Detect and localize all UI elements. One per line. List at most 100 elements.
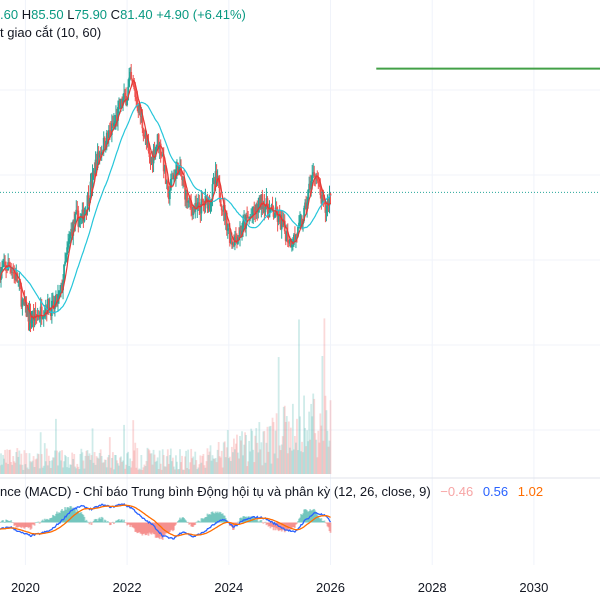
- volume-bar: [162, 455, 165, 474]
- volume-bar: [301, 441, 303, 474]
- volume-bar: [258, 422, 261, 474]
- macd-histogram-bar: [269, 522, 272, 529]
- candle-body: [136, 99, 139, 108]
- macd-line: [0, 502, 332, 540]
- macd-histogram-bar: [111, 521, 114, 523]
- macd-histogram-bar: [256, 518, 259, 523]
- macd-histogram-bar: [17, 522, 20, 528]
- volume-bar: [119, 457, 121, 474]
- macd-histogram-bar: [47, 519, 50, 523]
- candle-body: [220, 206, 223, 211]
- volume-bar: [18, 450, 21, 474]
- volume-bar: [5, 462, 8, 474]
- volume-bar: [238, 458, 240, 474]
- volume-bar: [328, 440, 331, 474]
- volume-bar: [108, 437, 111, 474]
- volume-bar: [61, 450, 63, 474]
- time-axis[interactable]: 2020 2022 2024 2026 2028 2030: [11, 580, 548, 595]
- candle-body: [10, 267, 13, 273]
- candle-body: [107, 130, 110, 138]
- volume-bar: [228, 456, 231, 474]
- macd-histogram-bar: [239, 518, 241, 523]
- candle-body: [64, 261, 66, 265]
- macd-histogram-bar: [298, 518, 300, 523]
- candle-body: [80, 217, 83, 219]
- macd-histogram-bar: [168, 522, 171, 532]
- volume-bar: [263, 430, 266, 474]
- ma-cross-legend[interactable]: t giao cắt (10, 60): [0, 25, 102, 40]
- candle-body: [135, 97, 138, 100]
- candle-body: [100, 151, 103, 156]
- candle-body: [225, 212, 228, 231]
- volume-bar: [21, 464, 24, 474]
- candle-body: [68, 238, 71, 244]
- candle-body: [166, 181, 169, 191]
- macd-histogram-bar: [68, 508, 71, 523]
- volume-bar: [67, 457, 70, 474]
- candle-body: [62, 281, 64, 291]
- volume-bar: [16, 448, 19, 474]
- candle-body: [134, 88, 137, 98]
- volume-bar: [45, 448, 48, 474]
- macd-histogram-bar: [37, 521, 40, 523]
- macd-histogram-bar: [175, 522, 177, 525]
- volume-bar: [127, 451, 130, 474]
- candle-body: [289, 239, 292, 248]
- volume-bar: [299, 416, 301, 474]
- close-value: 81.40: [120, 7, 153, 22]
- candle-body: [310, 180, 313, 190]
- macd-histogram-bar: [161, 522, 164, 540]
- volume-bar: [243, 444, 245, 474]
- volume-bar: [312, 393, 315, 474]
- volume-bar: [275, 413, 278, 474]
- volume-bar: [262, 431, 265, 474]
- macd-histogram-bar: [172, 522, 175, 531]
- volume-bar: [311, 416, 314, 474]
- macd-histogram-bar: [241, 518, 243, 523]
- volume-bar: [197, 467, 200, 474]
- macd-histogram-bar: [49, 518, 52, 523]
- macd-histogram-bar: [117, 519, 119, 523]
- macd-legend[interactable]: nce (MACD) - Chỉ báo Trung bình Động hội…: [0, 484, 543, 499]
- volume-bar: [323, 318, 326, 474]
- macd-histogram-bar: [169, 522, 172, 531]
- candle-body: [151, 156, 154, 164]
- macd-histogram-bar: [320, 518, 323, 523]
- candle-body: [59, 290, 61, 292]
- volume-bar: [149, 453, 152, 474]
- volume-bar: [225, 447, 228, 474]
- volume-bar: [109, 467, 112, 474]
- macd-histogram-bar: [129, 522, 132, 528]
- macd-histogram-bar: [195, 521, 198, 523]
- volume-bar: [133, 450, 136, 474]
- volume-bar: [28, 453, 31, 474]
- candle-body: [41, 317, 44, 319]
- macd-histogram-bar: [325, 522, 328, 524]
- candle-body: [212, 180, 215, 185]
- macd-histogram-bar: [145, 522, 148, 536]
- volume-bar: [14, 462, 17, 474]
- volume-bar: [213, 458, 216, 474]
- macd-histogram-bar: [118, 519, 120, 523]
- candle-body: [258, 197, 261, 205]
- volume-bar: [245, 434, 248, 474]
- volume-bar: [6, 449, 9, 474]
- candle-body: [99, 153, 102, 156]
- candle-body: [155, 144, 158, 148]
- volume-bar: [102, 462, 105, 474]
- macd-histogram-bar: [214, 511, 217, 523]
- volume-bar: [265, 442, 268, 474]
- volume-bar: [90, 455, 93, 474]
- candle-body: [277, 214, 280, 222]
- volume-bar: [22, 469, 25, 474]
- candle-body: [89, 181, 92, 200]
- volume-bar: [85, 450, 88, 474]
- macd-value: 0.56: [482, 484, 509, 499]
- macd-histogram-bar: [164, 522, 167, 534]
- macd-histogram-bar: [257, 521, 260, 523]
- candle-body: [161, 154, 164, 157]
- macd-histogram-bar: [254, 519, 257, 523]
- macd-histogram-bar: [106, 520, 109, 523]
- candle-body: [226, 229, 229, 231]
